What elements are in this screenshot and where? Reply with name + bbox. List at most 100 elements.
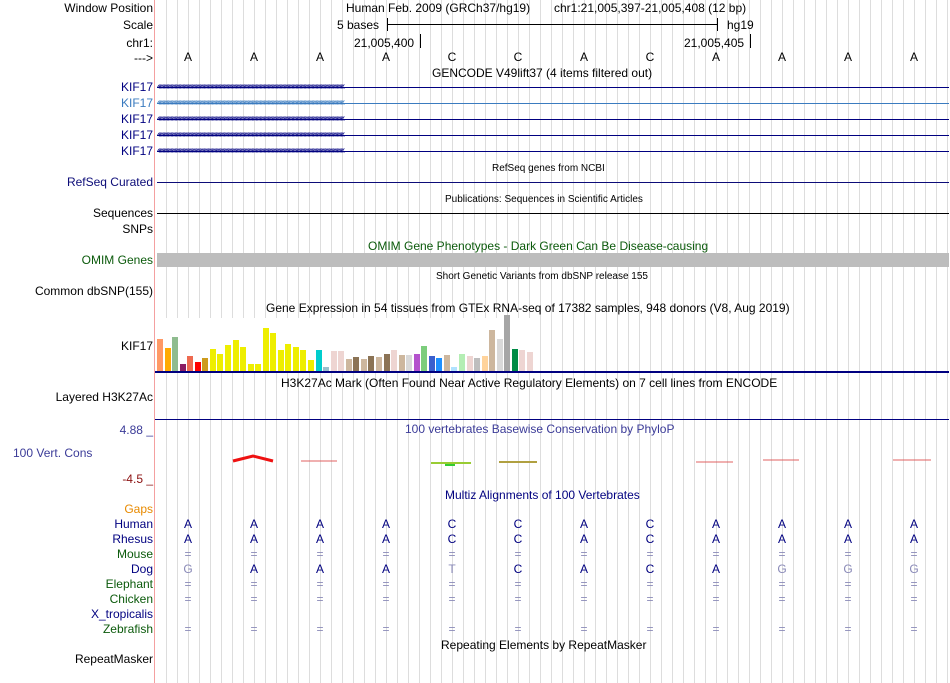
gtex-tissue-bar[interactable] (353, 357, 360, 371)
gtex-tissue-bar[interactable] (157, 339, 163, 371)
gtex-tissue-bar[interactable] (315, 350, 322, 371)
gencode-transcript-label[interactable]: KIF17 (120, 144, 153, 158)
species-label[interactable]: Mouse (116, 547, 153, 561)
gtex-tissue-bar[interactable] (504, 315, 511, 371)
refseq-gene-line[interactable] (157, 182, 949, 183)
gtex-tissue-bar[interactable] (398, 355, 405, 371)
gtex-tissue-bar[interactable] (481, 356, 488, 371)
gtex-tissue-bar[interactable] (300, 350, 307, 371)
gencode-transcript-label[interactable]: KIF17 (120, 96, 153, 110)
gencode-transcript-line[interactable] (157, 119, 949, 120)
gtex-tissue-bar[interactable] (443, 355, 450, 371)
gtex-tissue-bar[interactable] (489, 330, 496, 371)
gencode-transcript-label[interactable]: KIF17 (120, 112, 153, 126)
gaps-label[interactable]: Gaps (124, 502, 153, 516)
gtex-tissue-bar[interactable] (527, 352, 533, 371)
species-label[interactable]: Chicken (109, 592, 153, 606)
h3k27ac-label[interactable]: Layered H3K27Ac (55, 390, 153, 404)
gtex-tissue-bar[interactable] (285, 344, 292, 371)
gencode-strand-arrows: ‹‹‹‹‹‹‹‹‹‹‹‹‹‹‹‹‹‹‹‹‹‹‹‹‹‹‹‹‹‹‹‹‹‹‹‹‹‹‹‹… (157, 98, 345, 108)
base-letter: A (711, 50, 720, 64)
species-label[interactable]: Elephant (105, 577, 153, 591)
gtex-tissue-bar[interactable] (164, 348, 171, 371)
gtex-tissue-bar[interactable] (413, 354, 420, 371)
gencode-transcript-line[interactable] (157, 103, 949, 104)
gtex-tissue-bar[interactable] (466, 356, 473, 371)
gtex-tissue-bar[interactable] (345, 359, 352, 371)
alignment-base: = (646, 622, 654, 636)
gtex-tissue-bar[interactable] (368, 356, 375, 371)
species-label[interactable]: X_tropicalis (90, 607, 153, 621)
alignment-base: = (514, 577, 522, 591)
gtex-tissue-bar[interactable] (224, 345, 231, 371)
gencode-transcript-line[interactable] (157, 151, 949, 152)
gtex-tissue-bar[interactable] (511, 349, 518, 371)
gtex-tissue-bar[interactable] (375, 357, 382, 371)
gtex-tissue-bar[interactable] (428, 356, 435, 371)
snps-label[interactable]: SNPs (122, 222, 153, 236)
gtex-tissue-bar[interactable] (496, 339, 503, 371)
gtex-tissue-bar[interactable] (459, 354, 465, 371)
gtex-tissue-bar[interactable] (436, 358, 443, 371)
gtex-tissue-bar[interactable] (323, 367, 330, 371)
gtex-tissue-bar[interactable] (308, 360, 314, 371)
publications-label[interactable]: Sequences (92, 206, 153, 220)
gtex-tissue-bar[interactable] (391, 350, 397, 371)
gtex-tissue-bar[interactable] (262, 328, 269, 371)
grid-line (936, 0, 937, 683)
refseq-label[interactable]: RefSeq Curated (66, 175, 153, 189)
gencode-transcript-label[interactable]: KIF17 (120, 80, 153, 94)
gtex-tissue-bar[interactable] (406, 355, 413, 371)
omim-gene-bar[interactable] (157, 253, 949, 267)
species-label[interactable]: Zebrafish (102, 622, 153, 636)
gtex-tissue-bar[interactable] (383, 354, 390, 371)
gtex-tissue-bar[interactable] (421, 346, 428, 371)
gtex-tissue-bar[interactable] (232, 340, 239, 371)
gtex-tissue-bar[interactable] (172, 337, 179, 371)
dbsnp-track-title: Short Genetic Variants from dbSNP releas… (436, 271, 648, 282)
gtex-tissue-bar[interactable] (202, 358, 209, 371)
gtex-tissue-bar[interactable] (209, 349, 216, 371)
gtex-tissue-bar[interactable] (255, 364, 262, 371)
gtex-tissue-bar[interactable] (519, 350, 526, 371)
species-label[interactable]: Dog (130, 562, 153, 576)
grid-line (738, 0, 739, 683)
alignment-base: G (843, 562, 853, 576)
grid-line (595, 0, 596, 683)
gtex-tissue-bar[interactable] (270, 333, 277, 371)
gencode-transcript-line[interactable] (157, 87, 949, 88)
gencode-transcript-label[interactable]: KIF17 (120, 128, 153, 142)
alignment-base: A (843, 517, 852, 531)
gtex-tissue-bar[interactable] (217, 354, 224, 371)
gtex-tissue-bar[interactable] (338, 351, 345, 371)
gtex-tissue-bar[interactable] (247, 364, 254, 371)
dbsnp-label[interactable]: Common dbSNP(155) (34, 284, 153, 298)
grid-line (716, 0, 717, 683)
gtex-tissue-bar[interactable] (240, 347, 247, 371)
strand-label: ---> (134, 51, 153, 65)
gtex-tissue-bar[interactable] (330, 351, 337, 371)
grid-line (749, 0, 750, 683)
conservation-plot[interactable] (155, 445, 949, 475)
repeatmasker-label[interactable]: RepeatMasker (74, 652, 153, 666)
species-label[interactable]: Rhesus (112, 532, 153, 546)
gtex-label[interactable]: KIF17 (120, 339, 153, 353)
alignment-base: T (448, 562, 456, 576)
gtex-tissue-bar[interactable] (277, 350, 284, 371)
gtex-tissue-bar[interactable] (451, 367, 458, 371)
publications-line[interactable] (157, 213, 949, 214)
gtex-tissue-bar[interactable] (179, 364, 186, 371)
omim-label[interactable]: OMIM Genes (81, 253, 153, 267)
base-letter: C (447, 50, 457, 64)
alignment-base: = (580, 577, 588, 591)
species-label[interactable]: Human (114, 517, 153, 531)
conservation-label[interactable]: 100 Vert. Cons (13, 446, 93, 460)
gtex-tissue-bar[interactable] (292, 347, 299, 371)
grid-line (617, 0, 618, 683)
gencode-transcript-line[interactable] (157, 135, 949, 136)
gtex-tissue-bar[interactable] (187, 356, 194, 371)
gtex-tissue-bar[interactable] (194, 362, 201, 371)
gtex-tissue-bar[interactable] (360, 359, 367, 371)
gtex-tissue-bar[interactable] (474, 358, 481, 371)
